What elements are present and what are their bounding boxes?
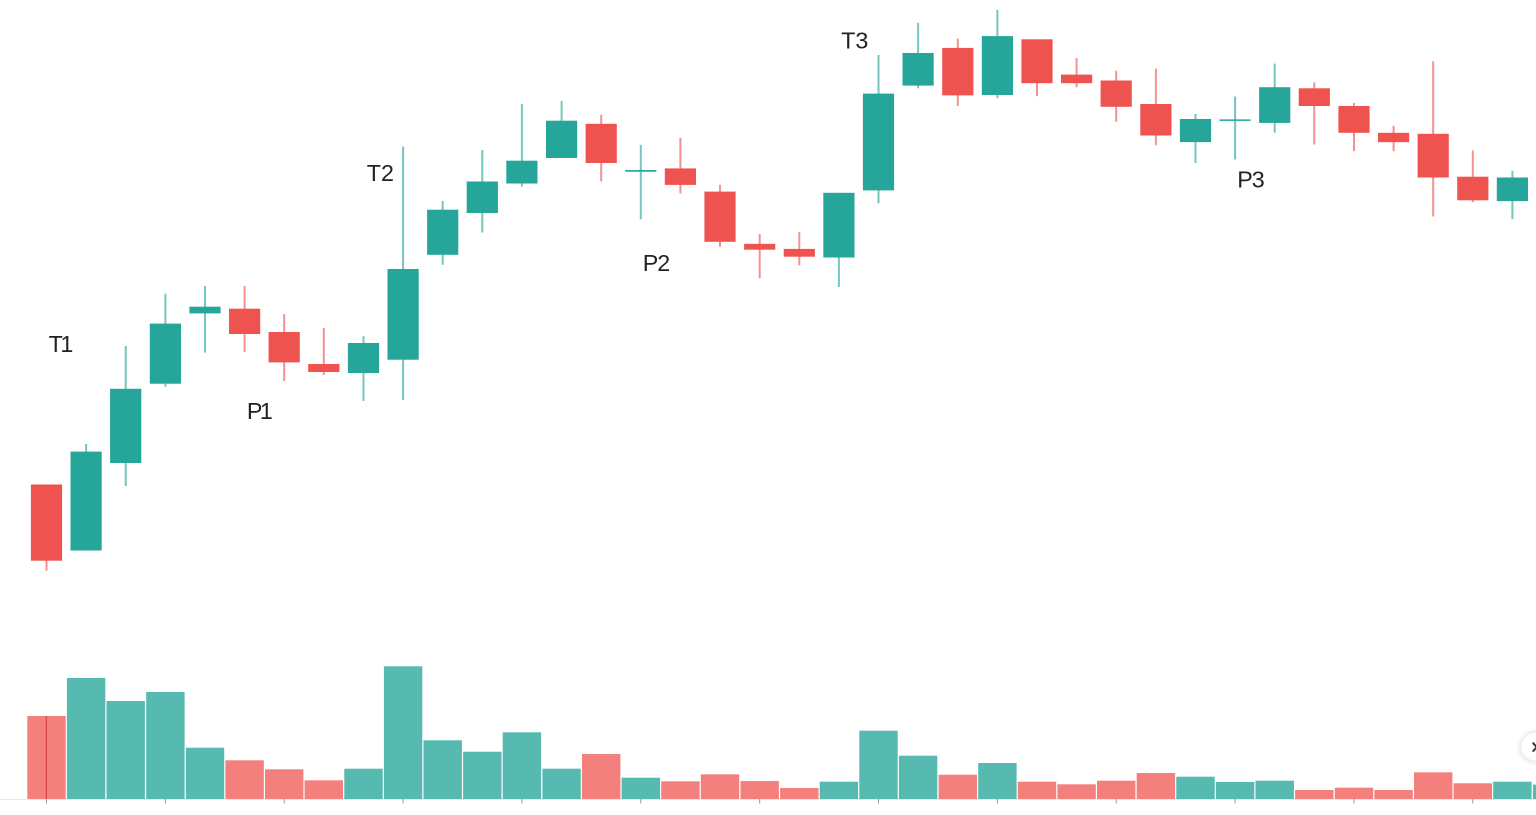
svg-text:P1: P1 <box>247 398 272 424</box>
svg-text:T2: T2 <box>367 160 394 186</box>
svg-text:T1: T1 <box>49 331 73 357</box>
svg-text:T3: T3 <box>841 28 868 54</box>
svg-text:P3: P3 <box>1237 167 1264 193</box>
svg-text:P2: P2 <box>643 250 670 276</box>
